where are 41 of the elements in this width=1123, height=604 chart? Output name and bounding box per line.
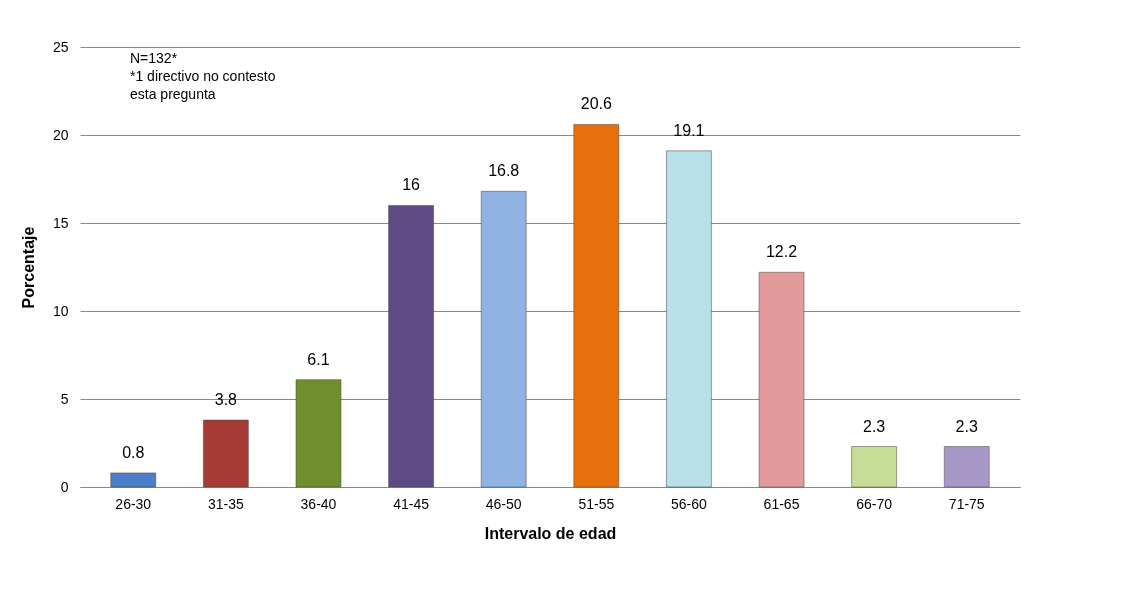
- data-label: 3.8: [214, 391, 238, 409]
- data-label: 16.8: [488, 162, 520, 180]
- y-tick-label: 0: [60, 478, 69, 495]
- y-tick-label: 10: [52, 302, 69, 319]
- annotation: esta pregunta: [130, 86, 216, 102]
- data-label: 16: [402, 176, 421, 194]
- bar: [388, 205, 434, 488]
- annotation: *1 directivo no contesto: [130, 68, 276, 84]
- annotation: N=132*: [130, 50, 178, 66]
- bar: [110, 472, 156, 488]
- x-tick-label: 36-40: [300, 495, 337, 512]
- x-tick-label: 56-60: [671, 495, 708, 512]
- bar: [573, 124, 620, 488]
- x-axis-title: Intervalo de edad: [484, 524, 617, 542]
- bar: [666, 150, 712, 488]
- x-tick-label: 46-50: [485, 495, 522, 512]
- y-axis-title: Porcentaje: [19, 226, 37, 309]
- bar: [203, 419, 249, 488]
- x-tick-label: 71-75: [948, 495, 985, 512]
- y-tick-label: 20: [52, 126, 69, 143]
- bar: [480, 191, 527, 488]
- bar: [944, 446, 990, 488]
- x-tick-label: 26-30: [115, 495, 152, 512]
- data-label: 6.1: [307, 350, 330, 368]
- data-label: 19.1: [673, 121, 705, 139]
- data-label: 12.2: [765, 243, 798, 261]
- y-tick-label: 25: [52, 38, 69, 55]
- data-label: 2.3: [955, 417, 978, 435]
- data-label: 20.6: [580, 95, 612, 113]
- x-tick-label: 41-45: [393, 495, 430, 512]
- y-tick-label: 15: [52, 214, 69, 231]
- data-label: 0.8: [122, 443, 145, 461]
- data-label: 2.3: [863, 417, 886, 435]
- x-tick-label: 51-55: [578, 495, 615, 512]
- bar: [758, 272, 805, 488]
- bar: [295, 379, 342, 488]
- bar: [851, 446, 897, 488]
- x-tick-label: 66-70: [856, 495, 893, 512]
- y-tick-label: 5: [60, 390, 69, 407]
- x-tick-label: 31-35: [207, 495, 244, 512]
- x-tick-label: 61-65: [763, 495, 800, 512]
